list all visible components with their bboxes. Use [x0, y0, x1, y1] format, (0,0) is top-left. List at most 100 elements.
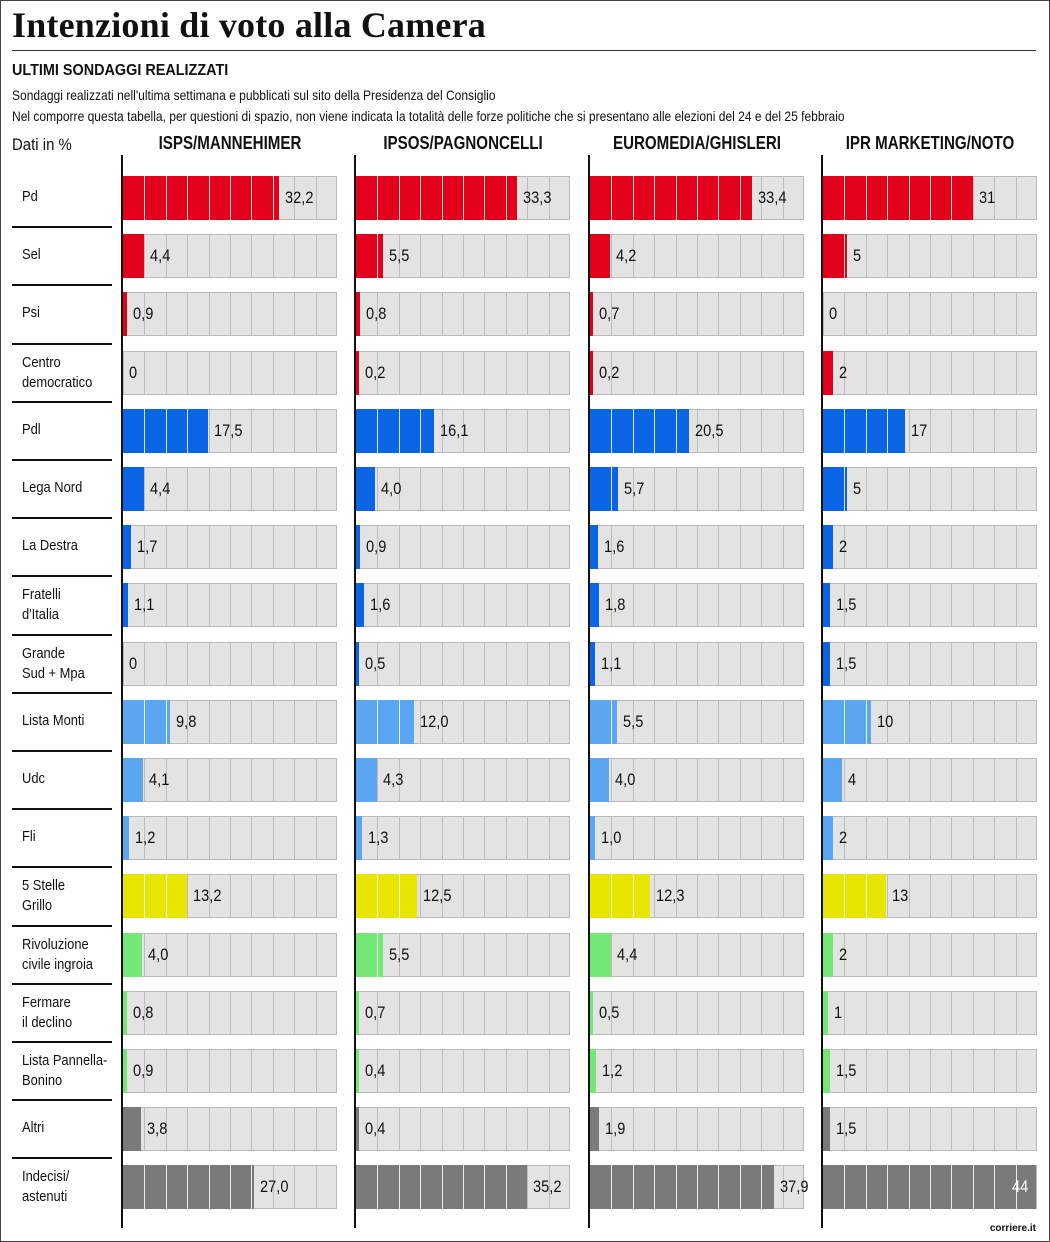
- bar-centro-democratico: [590, 350, 593, 395]
- track-gridline: [548, 758, 550, 802]
- bar-fratelli-d-italia: [823, 583, 831, 628]
- track-gridline: [675, 467, 677, 511]
- track-gridline: [972, 699, 974, 744]
- bar-gridline: [718, 1165, 720, 1210]
- track-gridline: [611, 932, 613, 977]
- track-gridline: [611, 292, 613, 337]
- track-gridline: [761, 1049, 763, 1093]
- track-gridline: [611, 1049, 613, 1093]
- track-gridline: [887, 699, 889, 744]
- value-label: 1,1: [134, 595, 155, 615]
- value-label: 0,4: [365, 1061, 386, 1080]
- track-gridline: [739, 525, 741, 570]
- track-gridline: [420, 1049, 422, 1093]
- track-gridline: [548, 1165, 550, 1210]
- track-gridline: [251, 1049, 253, 1093]
- track-gridline: [187, 874, 189, 919]
- value-label: 10: [877, 711, 894, 731]
- track-gridline: [675, 816, 677, 861]
- value-label: 4,3: [382, 770, 404, 789]
- track-gridline: [865, 641, 867, 686]
- bar-fli: [123, 816, 129, 861]
- track-gridline: [611, 758, 613, 802]
- track-gridline: [441, 990, 443, 1035]
- track-gridline: [315, 816, 317, 861]
- category-label: Lista Pannella- Bonino: [22, 1052, 108, 1089]
- track-gridline: [484, 932, 486, 977]
- track-gridline: [484, 874, 486, 919]
- track-gridline: [315, 234, 317, 279]
- track-gridline: [251, 467, 253, 511]
- bar-sel: [590, 234, 611, 279]
- track-gridline: [718, 816, 720, 861]
- category-label: Lista Monti: [22, 711, 85, 729]
- track-gridline: [251, 758, 253, 802]
- track-gridline: [420, 641, 422, 686]
- track-gridline: [463, 350, 464, 395]
- track-gridline: [930, 583, 931, 628]
- row-separator: [12, 459, 112, 461]
- bar-gridline: [484, 1165, 486, 1210]
- track-gridline: [441, 234, 443, 279]
- track-gridline: [294, 699, 296, 744]
- bar-pdl: [356, 408, 434, 453]
- track-gridline: [782, 292, 784, 337]
- track-gridline: [230, 758, 231, 802]
- track-gridline: [294, 176, 296, 220]
- track-gridline: [1015, 176, 1017, 220]
- bar-gridline: [739, 1165, 741, 1210]
- track-gridline: [632, 525, 634, 570]
- track-gridline: [951, 874, 953, 919]
- track-gridline: [844, 1049, 846, 1093]
- track-gridline: [377, 350, 379, 395]
- bar-gridline: [272, 176, 274, 220]
- track-gridline: [230, 467, 231, 511]
- track-gridline: [994, 234, 996, 279]
- track-gridline: [441, 525, 443, 570]
- track-gridline: [844, 525, 846, 570]
- category-label: 5 Stelle Grillo: [22, 877, 66, 915]
- track-gridline: [294, 990, 296, 1035]
- bar-gridline: [908, 176, 910, 220]
- track-gridline: [930, 467, 931, 511]
- track-gridline: [294, 467, 296, 511]
- track-gridline: [505, 699, 507, 744]
- bar-lista-pannella-bonino: [590, 1049, 596, 1093]
- track-gridline: [527, 932, 529, 977]
- track-gridline: [739, 467, 741, 511]
- category-label: Rivoluzione civile ingroia: [22, 935, 93, 973]
- track-gridline: [632, 1107, 634, 1152]
- track-gridline: [165, 350, 167, 395]
- bar-gridline: [165, 699, 167, 744]
- track-gridline: [187, 467, 189, 511]
- track-gridline: [527, 816, 529, 861]
- bar-lista-pannella-bonino: [356, 1049, 359, 1093]
- track-gridline: [208, 1049, 210, 1093]
- track-gridline: [315, 1165, 317, 1210]
- track-gridline: [1015, 699, 1017, 744]
- row-separator: [12, 750, 112, 752]
- value-label: 12,5: [422, 886, 452, 906]
- track-gridline: [377, 1049, 379, 1093]
- track-gridline: [187, 816, 189, 861]
- value-label: 2: [838, 537, 847, 557]
- track-gridline: [739, 816, 741, 861]
- bar-altri: [123, 1107, 142, 1152]
- value-label: 5: [853, 479, 862, 498]
- bar-udc: [590, 758, 610, 802]
- bar-gridline: [887, 1165, 889, 1210]
- track-gridline: [294, 583, 296, 628]
- track-gridline: [908, 1107, 910, 1152]
- bar-gridline: [441, 1165, 443, 1210]
- bar-psi: [123, 292, 128, 337]
- track-gridline: [844, 816, 846, 861]
- track-gridline: [463, 699, 464, 744]
- track-gridline: [377, 292, 379, 337]
- track-gridline: [972, 234, 974, 279]
- bar-5-stelle-grillo: [590, 874, 650, 919]
- bar-gridline: [1015, 1165, 1017, 1210]
- track-gridline: [865, 758, 867, 802]
- series-header-2: IPSOS/PAGNONCELLI: [383, 133, 543, 153]
- track-gridline: [315, 292, 317, 337]
- track-gridline: [377, 1107, 379, 1152]
